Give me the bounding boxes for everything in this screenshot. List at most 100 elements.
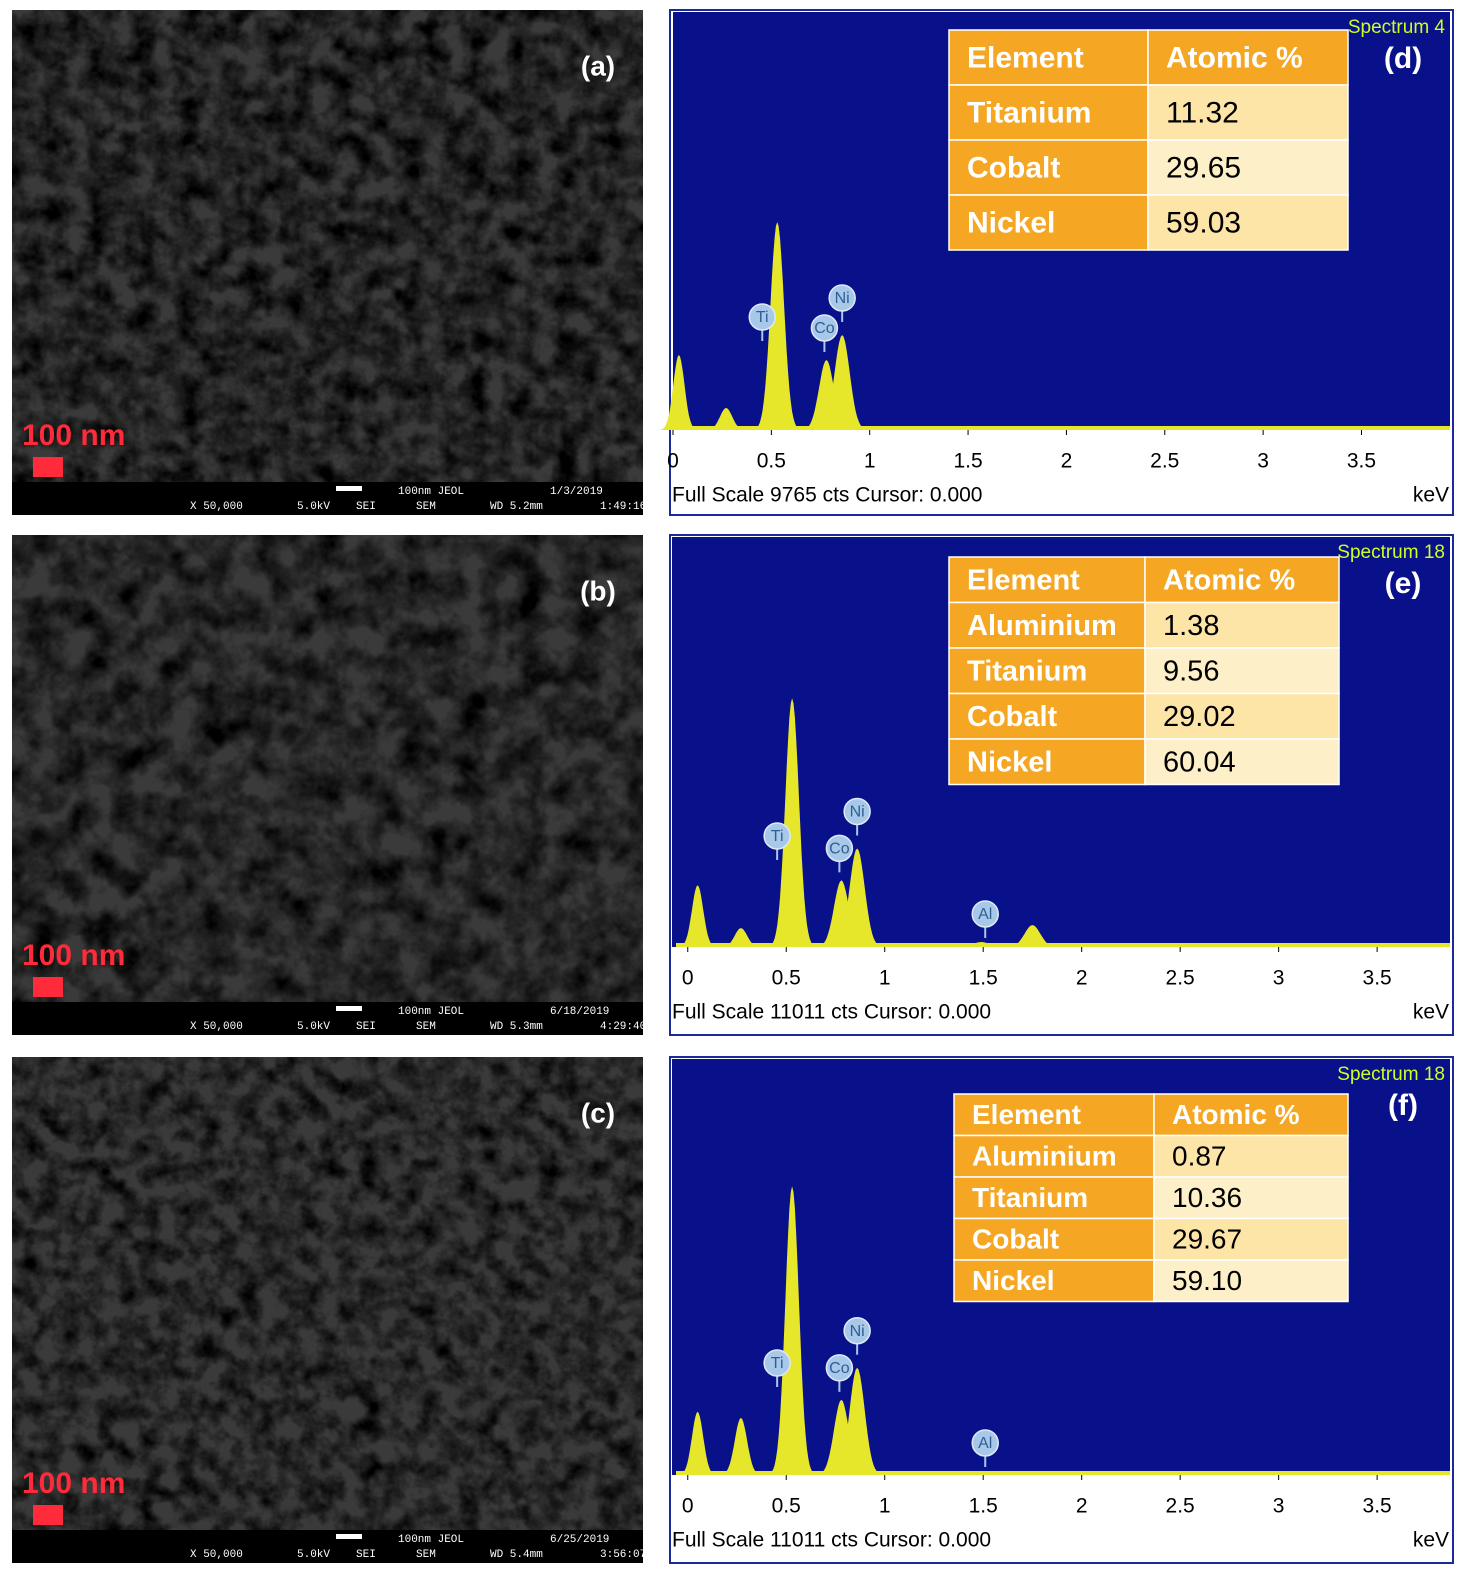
eds-unit: keV — [1413, 1001, 1449, 1024]
element-label: Ni — [835, 290, 850, 307]
info-text: SEM — [416, 1021, 436, 1033]
info-text: 1/3/2019 — [550, 486, 603, 498]
x-tick-label: 2.5 — [1150, 450, 1179, 473]
scale-label: 100 nm — [22, 1467, 125, 1500]
element-badge — [825, 834, 854, 863]
element-label: Al — [978, 906, 992, 923]
table-cell — [1147, 29, 1349, 86]
x-tick-label: 3 — [1257, 450, 1269, 473]
table-text: Cobalt — [972, 1224, 1059, 1255]
info-text: 1:49:16 — [600, 501, 646, 513]
scale-marker — [33, 457, 63, 477]
element-label: Ti — [756, 309, 769, 326]
spectrum-peak — [765, 698, 820, 947]
x-tick-label: 3.5 — [1347, 450, 1376, 473]
x-tick-label: 1.5 — [969, 1495, 998, 1518]
x-tick-label: 3.5 — [1363, 967, 1392, 990]
info-text: 5.0kV — [297, 1021, 330, 1033]
table-cell — [1147, 194, 1349, 251]
table-text: Titanium — [972, 1182, 1088, 1213]
table-cell — [1144, 738, 1340, 786]
eds-footer: Full Scale 11011 cts Cursor: 0.000 — [672, 1529, 991, 1552]
spectrum-peak — [675, 885, 721, 947]
table-text: Aluminium — [972, 1141, 1117, 1172]
table-text: 11.32 — [1166, 96, 1239, 129]
element-label: Ni — [850, 1323, 865, 1340]
info-text: 6/18/2019 — [550, 1006, 609, 1018]
table-cell — [948, 692, 1146, 740]
scale-bar — [336, 1006, 362, 1011]
scale-marker — [33, 977, 63, 997]
table-cell — [948, 601, 1146, 649]
table-cell — [1153, 1176, 1349, 1220]
info-text: WD 5.4mm — [490, 1549, 543, 1561]
info-text: 100nm JEOL — [398, 486, 464, 498]
element-label: Ti — [771, 1355, 784, 1372]
element-label: Co — [829, 1360, 850, 1377]
x-tick-label: 3 — [1273, 967, 1285, 990]
table-cell — [953, 1259, 1155, 1303]
sem-texture — [12, 535, 643, 1002]
table-text: Element — [967, 564, 1080, 596]
panel-label: (d) — [1384, 42, 1422, 75]
x-tick-label: 2.5 — [1166, 1495, 1195, 1518]
table-text: Atomic % — [1172, 1099, 1300, 1130]
table-cell — [953, 1217, 1155, 1261]
table-cell — [1147, 84, 1349, 141]
table-text: 0.87 — [1172, 1141, 1227, 1172]
table-cell — [1144, 556, 1340, 604]
x-tick-label: 0.5 — [772, 967, 801, 990]
element-label: Co — [829, 841, 850, 858]
info-text: WD 5.3mm — [490, 1021, 543, 1033]
element-label: Al — [978, 1435, 992, 1452]
scale-label: 100 nm — [22, 939, 125, 972]
info-text: SEI — [356, 1021, 376, 1033]
element-badge — [763, 1349, 791, 1377]
x-tick-label: 0.5 — [772, 1495, 801, 1518]
element-badge — [971, 1429, 999, 1457]
table-cell — [1153, 1134, 1349, 1178]
sem-info-bar — [12, 1002, 643, 1035]
scale-bar — [336, 486, 362, 491]
table-text: Atomic % — [1166, 41, 1303, 74]
table-text: Titanium — [967, 655, 1087, 687]
element-badge — [828, 284, 856, 312]
spectrum-peak — [949, 1471, 1013, 1475]
info-text: SEM — [416, 1549, 436, 1561]
spectrum-peak — [765, 1186, 820, 1475]
element-label: Ti — [771, 828, 784, 845]
table-text: 59.03 — [1166, 206, 1241, 239]
scale-bar — [336, 1534, 362, 1539]
info-text: X 50,000 — [190, 1021, 243, 1033]
table-text: 1.38 — [1163, 610, 1219, 642]
sem-info-bar — [12, 1530, 643, 1563]
info-text: 4:29:40 — [600, 1021, 646, 1033]
x-tick-label: 1.5 — [969, 967, 998, 990]
table-cell — [948, 738, 1146, 786]
spectrum-peak — [1000, 925, 1064, 947]
eds-footer: Full Scale 9765 cts Cursor: 0.000 — [672, 484, 983, 507]
info-text: X 50,000 — [190, 501, 243, 513]
table-text: Element — [972, 1099, 1081, 1130]
spectrum-peak — [797, 360, 856, 430]
table-cell — [953, 1176, 1155, 1220]
info-text: SEI — [356, 1549, 376, 1561]
spectrum-peak — [750, 222, 805, 430]
spectrum-peak — [826, 848, 888, 947]
x-tick-label: 2 — [1076, 967, 1088, 990]
info-text: 5.0kV — [297, 1549, 330, 1561]
info-text: WD 5.2mm — [490, 501, 543, 513]
element-badge — [825, 1354, 854, 1382]
table-text: 59.10 — [1172, 1265, 1242, 1296]
panel-label: (f) — [1388, 1089, 1418, 1122]
eds-unit: keV — [1413, 1529, 1449, 1552]
spectrum-peak — [812, 335, 873, 430]
x-tick-label: 2 — [1061, 450, 1073, 473]
element-label: Ni — [850, 804, 865, 821]
scale-marker — [33, 1505, 63, 1525]
table-cell — [1144, 647, 1340, 695]
table-text: Nickel — [972, 1265, 1055, 1296]
x-tick-label: 1 — [879, 1495, 891, 1518]
table-text: Nickel — [967, 206, 1055, 239]
